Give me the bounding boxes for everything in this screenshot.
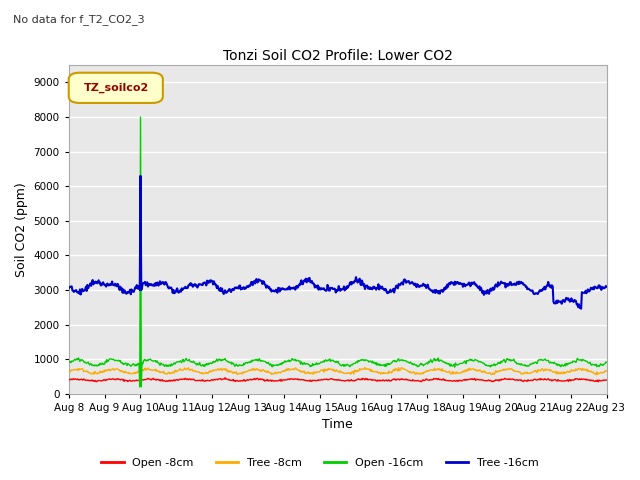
Y-axis label: Soil CO2 (ppm): Soil CO2 (ppm) xyxy=(15,182,28,277)
Text: TZ_soilco2: TZ_soilco2 xyxy=(83,83,148,93)
Title: Tonzi Soil CO2 Profile: Lower CO2: Tonzi Soil CO2 Profile: Lower CO2 xyxy=(223,48,452,62)
Legend: Open -8cm, Tree -8cm, Open -16cm, Tree -16cm: Open -8cm, Tree -8cm, Open -16cm, Tree -… xyxy=(97,453,543,472)
Text: No data for f_T2_CO2_3: No data for f_T2_CO2_3 xyxy=(13,14,145,25)
X-axis label: Time: Time xyxy=(323,419,353,432)
FancyBboxPatch shape xyxy=(68,72,163,103)
